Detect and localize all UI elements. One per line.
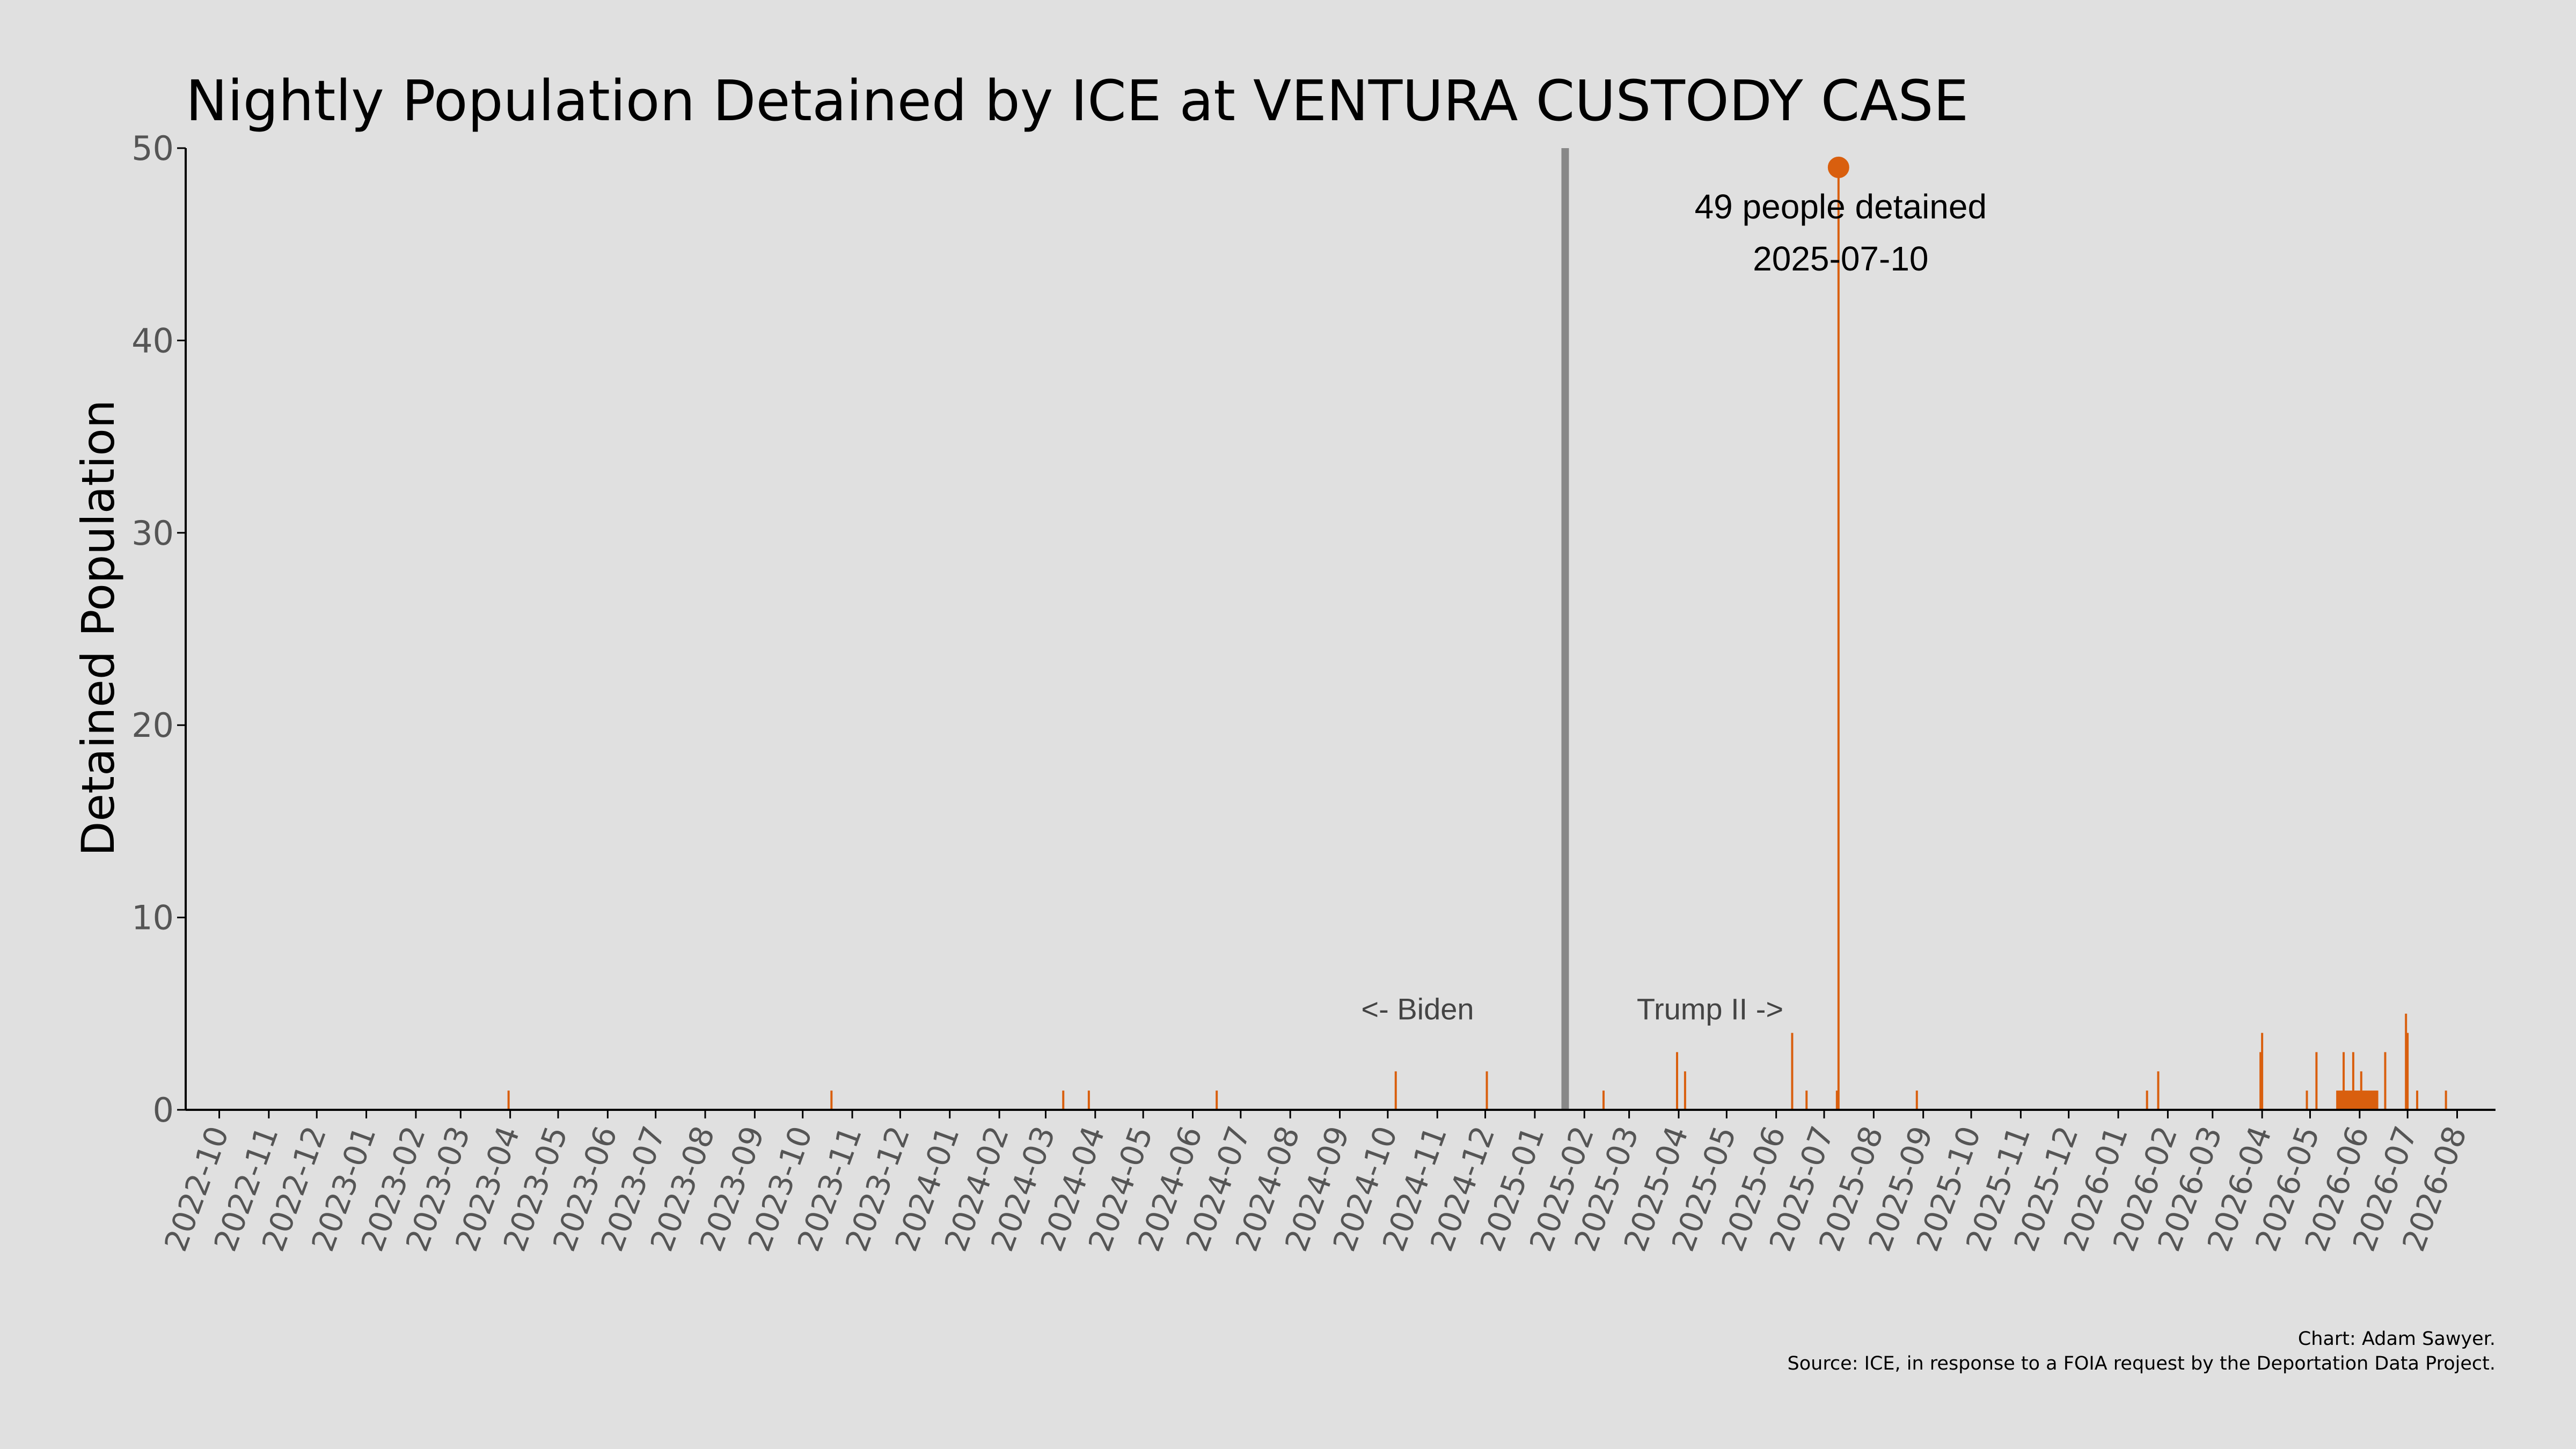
y-tick-label: 10 (131, 898, 174, 938)
bar (2361, 1091, 2364, 1110)
y-axis-ticks: 0 10 20 30 40 50 (131, 129, 186, 1130)
chart-title: Nightly Population Detained by ICE at VE… (186, 68, 1968, 134)
bar (2339, 1091, 2342, 1110)
bar (2357, 1091, 2359, 1110)
bar (2445, 1091, 2447, 1110)
bar (2371, 1091, 2374, 1110)
bar (2376, 1091, 2379, 1110)
bar (2374, 1091, 2377, 1110)
bar (2366, 1091, 2369, 1110)
bar (2353, 1091, 2356, 1110)
bar (2315, 1052, 2318, 1110)
y-tick-label: 30 (131, 514, 174, 553)
bar (2373, 1091, 2375, 1110)
bar (2405, 1013, 2407, 1110)
bar (2343, 1052, 2345, 1110)
era-label-biden: <- Biden (1361, 992, 1474, 1026)
bar (2406, 1033, 2409, 1110)
y-axis-label: Detained Population (72, 400, 125, 856)
bar (2350, 1091, 2353, 1110)
bar (1087, 1091, 1090, 1110)
bar (2347, 1091, 2350, 1110)
bar (1394, 1071, 1397, 1110)
peak-annotation-count: 49 people detained (1695, 187, 1987, 226)
bar (1216, 1091, 1218, 1110)
y-tick-label: 50 (131, 129, 174, 168)
bar (2348, 1091, 2351, 1110)
bar (2369, 1091, 2372, 1110)
bar (2355, 1091, 2358, 1110)
bar (2352, 1052, 2354, 1110)
peak-annotation-date: 2025-07-10 (1753, 239, 1928, 278)
bar (2261, 1033, 2264, 1110)
bar (507, 1091, 510, 1110)
bar (1675, 1052, 1678, 1110)
bar (2259, 1052, 2262, 1110)
bar (1062, 1091, 1065, 1110)
bar (2341, 1091, 2344, 1110)
bar (1805, 1091, 1808, 1110)
bar (2363, 1091, 2366, 1110)
bar (1791, 1033, 1794, 1110)
bar (2360, 1071, 2362, 1110)
era-label-trump: Trump II -> (1637, 992, 1783, 1026)
bar (2368, 1091, 2370, 1110)
bar (2358, 1091, 2361, 1110)
bar (1684, 1071, 1686, 1110)
bar (2338, 1091, 2340, 1110)
bar (2384, 1052, 2387, 1110)
credit-author: Chart: Adam Sawyer. (2298, 1328, 2496, 1350)
peak-marker (1827, 156, 1849, 178)
bar (2336, 1091, 2339, 1110)
bars (507, 167, 2447, 1110)
bar (2157, 1071, 2160, 1110)
bar (2416, 1091, 2419, 1110)
y-tick-label: 0 (153, 1091, 174, 1130)
bar (2344, 1091, 2347, 1110)
y-tick-label: 20 (131, 706, 174, 745)
bar (1915, 1091, 1918, 1110)
bar (1602, 1091, 1605, 1110)
bar (1835, 1091, 1838, 1110)
bar (2345, 1091, 2348, 1110)
bar (2365, 1091, 2367, 1110)
y-tick-label: 40 (131, 321, 174, 360)
credit-source: Source: ICE, in response to a FOIA reque… (1788, 1353, 2496, 1374)
bar (830, 1091, 833, 1110)
bar (1837, 167, 1840, 1110)
bar (2306, 1091, 2308, 1110)
bar (2146, 1091, 2148, 1110)
bar (1485, 1071, 1488, 1110)
